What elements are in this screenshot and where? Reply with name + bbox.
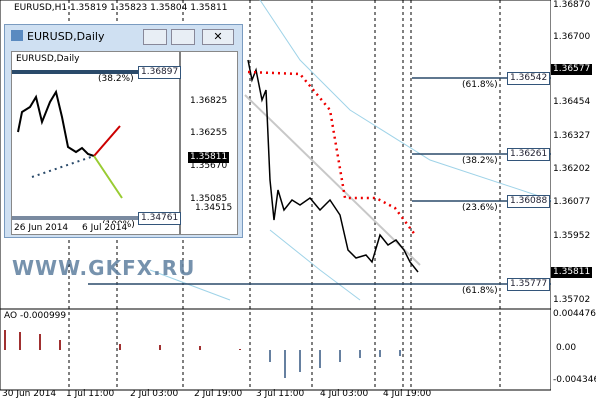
time-label: 4 Jul 19:00 <box>383 389 432 399</box>
fib-pct: (61.8%) <box>462 80 498 90</box>
inset-projection-down <box>93 155 123 199</box>
indicator-scale: 0.004476 <box>553 309 596 319</box>
inset-candles <box>17 89 95 157</box>
window-title: EURUSD,Daily <box>27 30 105 43</box>
chart-header: EURUSD,H1 1.35819 1.35823 1.35804 1.3581… <box>14 3 228 13</box>
marker-price: 1.36577 <box>551 64 593 75</box>
inset-window[interactable]: EURUSD,Daily ✕ EURUSD,Daily (38.2%) 1.36… <box>4 24 243 238</box>
price-label: 1.36255 <box>190 128 228 138</box>
time-label: 6 Jul 2014 <box>82 223 128 234</box>
price-candles <box>247 59 419 273</box>
watermark: WWW.GKFX.RU <box>12 256 196 280</box>
price-label: 1.36700 <box>553 32 591 42</box>
indicator-scale: 0.00 <box>556 343 577 353</box>
fib-price: 1.35777 <box>507 278 551 291</box>
current-price: 1.35811 <box>551 267 593 278</box>
fib-price: 1.36897 <box>138 66 182 79</box>
inset-sar <box>31 155 95 178</box>
time-label: 1 Jul 11:00 <box>66 389 115 399</box>
close-button[interactable]: ✕ <box>202 29 234 45</box>
time-label: 4 Jul 03:00 <box>320 389 369 399</box>
fib-price: 1.36542 <box>507 72 551 85</box>
time-label: 2 Jul 19:00 <box>194 389 243 399</box>
ao-bars-up <box>4 330 241 350</box>
indicator-scale: -0.004346 <box>553 375 596 385</box>
channel-lines <box>149 0 552 301</box>
indicator-label: AO -0.000999 <box>4 311 67 321</box>
time-label: 3 Jul 11:00 <box>256 389 305 399</box>
price-label: 1.36454 <box>553 97 591 107</box>
price-label: 1.35670 <box>190 161 228 171</box>
restore-button[interactable] <box>171 29 195 45</box>
price-label: 1.36825 <box>190 96 228 106</box>
fib-price: 1.34761 <box>138 212 182 225</box>
price-label: 1.36077 <box>553 197 591 207</box>
current-price: 1.35811 <box>188 152 230 163</box>
fib-pct: (61.8%) <box>462 286 498 296</box>
time-label: 2 Jul 03:00 <box>130 389 179 399</box>
fib-pct: (38.2%) <box>98 74 134 84</box>
inset-chart: EURUSD,Daily (38.2%) 1.36897 (100%) 1.34… <box>11 51 238 235</box>
minimize-button[interactable] <box>143 29 167 45</box>
price-label: 1.35085 <box>190 194 228 204</box>
fib-price: 1.36261 <box>507 148 551 161</box>
window-icon <box>11 30 23 41</box>
time-label: 26 Jun 2014 <box>14 223 69 234</box>
inset-header: EURUSD,Daily <box>16 54 80 64</box>
price-label: 1.36202 <box>553 164 591 174</box>
price-label: 1.36870 <box>553 0 591 10</box>
price-label: 1.35952 <box>553 231 591 241</box>
fib-pct: (38.2%) <box>462 156 498 166</box>
price-label: 1.35702 <box>553 295 591 305</box>
trend-line <box>244 94 421 266</box>
ao-bars-down <box>269 350 401 378</box>
price-label: 1.36327 <box>553 131 591 141</box>
fib-pct: (23.6%) <box>462 203 498 213</box>
time-label: 30 Jun 2014 <box>2 389 57 399</box>
parabolic-sar <box>247 70 417 237</box>
price-label: 1.34515 <box>195 203 233 213</box>
fib-price: 1.36088 <box>507 195 551 208</box>
inset-projection-up <box>93 125 121 157</box>
